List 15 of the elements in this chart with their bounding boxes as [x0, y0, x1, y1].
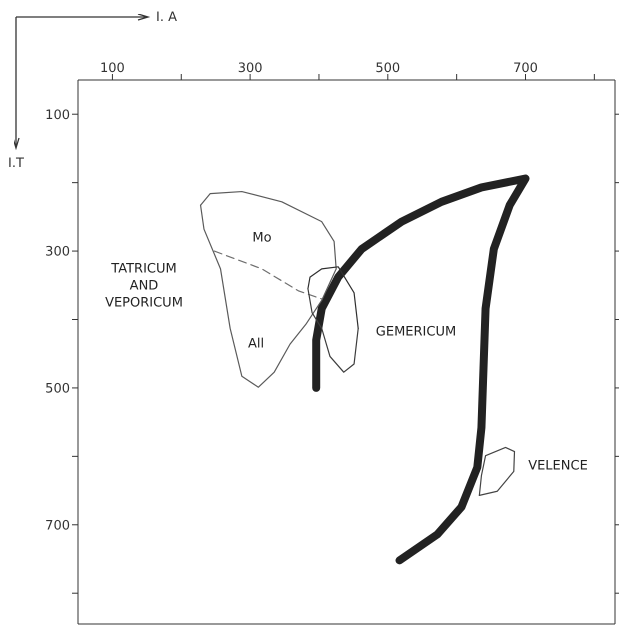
x-tick-label: 500 — [375, 61, 400, 76]
y-tick-label: 500 — [45, 382, 70, 397]
y-tick-label: 100 — [45, 108, 70, 123]
x-tick-label: 100 — [100, 61, 125, 76]
x-tick-label: 300 — [238, 61, 263, 76]
annotation: All — [246, 336, 266, 352]
annotation: TATRICUM AND VEPORICUM — [104, 260, 184, 312]
y-axis-title: I.T — [8, 156, 24, 171]
x-axis-title: I. A — [156, 10, 177, 25]
x-tick-label: 700 — [513, 61, 538, 76]
annotation: VELENCE — [527, 458, 589, 474]
y-tick-label: 700 — [45, 518, 70, 534]
annotation: Mo — [251, 230, 273, 246]
annotation: GEMERICUM — [374, 324, 458, 340]
y-tick-label: 300 — [45, 244, 70, 260]
